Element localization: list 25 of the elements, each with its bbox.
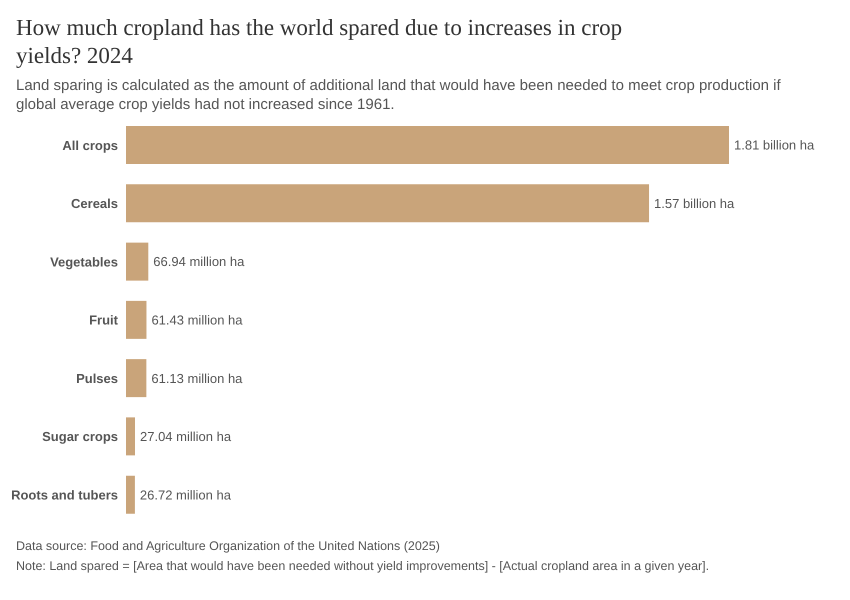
data-label: 61.43 million ha [151, 312, 244, 328]
bar [126, 300, 146, 339]
y-tick-label: All crops [62, 138, 118, 153]
y-tick-label: Vegetables [50, 254, 118, 270]
text: Note: Land spared = [Area that would have been needed without yield improvements] - [Actual cropland area in a given year]. [16, 558, 710, 575]
data-label: 26.72 million ha [140, 487, 232, 502]
y-tick-label: Pulses [76, 370, 118, 386]
y-tick-label: Sugar crops [42, 429, 118, 444]
chart-subtitle: Land sparing is calculated as the amount of additional land that would have been needed to meet crop production if global average crop yields had not increased since 1961. [15, 76, 782, 114]
bar [126, 184, 650, 222]
y-tick-label: Fruit [89, 312, 119, 328]
data-label: 1.81 billion ha [734, 138, 815, 153]
chart-title: How much cropland has the world spared due to increases in crop yields? 2024 [16, 14, 624, 70]
data-label: 1.57 billion ha [654, 196, 736, 211]
bar [126, 126, 729, 164]
data-label: 66.94 million ha [153, 254, 246, 270]
y-tick-label: Roots and tubers [11, 487, 118, 502]
y-tick-label: Cereals [71, 196, 118, 212]
bar [126, 359, 146, 398]
bar [126, 476, 135, 514]
data-label: 61.13 million ha [151, 370, 244, 386]
bar [126, 242, 148, 281]
bar [126, 417, 136, 456]
data-label: 27.04 million ha [140, 429, 232, 444]
source-note: Data source: Food and Agriculture Organization of the United Nations (2025) [16, 538, 441, 555]
